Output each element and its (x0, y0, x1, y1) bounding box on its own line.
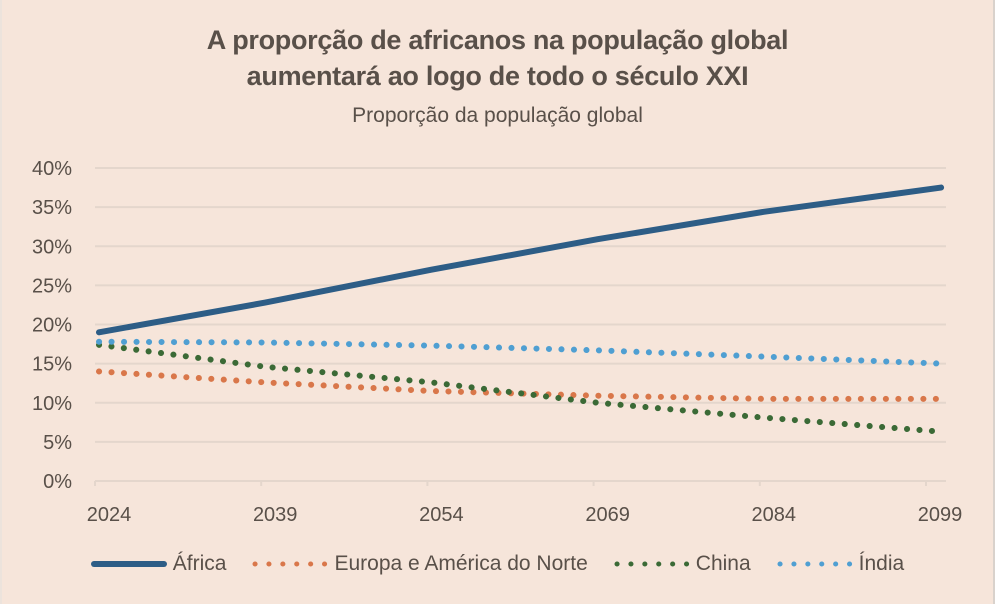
y-tick-label: 30% (32, 236, 72, 258)
x-tick-label: 2084 (752, 504, 797, 526)
chart-title-line-2: aumentará ao logo de todo o século XXI (246, 61, 749, 91)
legend: África Europa e América do Norte China Índi… (2, 552, 993, 576)
legend-swatch (777, 561, 853, 567)
series-line-india (96, 338, 945, 367)
y-tick-label: 0% (43, 471, 72, 493)
legend-item: China (614, 552, 751, 576)
y-tick-label: 15% (32, 354, 72, 376)
y-axis: 0% 5% 10% 15% 20% 25% 30% 35% 40% (32, 158, 72, 493)
x-tick-label: 2054 (419, 504, 464, 526)
legend-swatch (252, 561, 328, 567)
y-tick-label: 40% (32, 158, 72, 180)
legend-swatch (614, 561, 690, 567)
legend-swatch (90, 561, 167, 567)
y-tick-label: 5% (43, 432, 72, 454)
x-axis: 2024 2039 2054 2069 2084 2099 (87, 481, 963, 526)
legend-label: Europa e América do Norte (334, 552, 588, 575)
series-lines (96, 184, 945, 435)
legend-label: Índia (858, 552, 905, 575)
x-tick-label: 2024 (87, 504, 132, 526)
legend-item: Europa e América do Norte (252, 552, 588, 576)
series-line-europa-e-america-do-norte (96, 368, 945, 402)
gridlines (95, 167, 946, 482)
chart-title-line-1: A proporção de africanos na população gl… (206, 25, 789, 55)
x-tick-label: 2039 (253, 504, 298, 526)
y-tick-label: 20% (32, 315, 72, 337)
legend-label: África (172, 552, 227, 575)
legend-label: China (695, 552, 751, 575)
x-tick-label: 2099 (918, 504, 963, 526)
y-tick-label: 10% (32, 393, 72, 415)
x-tick-label: 2069 (585, 504, 630, 526)
legend-item: Índia (777, 552, 905, 576)
chart-title: A proporção de africanos na população gl… (2, 22, 993, 94)
y-tick-label: 35% (32, 197, 72, 219)
series-line-china (96, 341, 945, 435)
series-line-africa (96, 184, 945, 336)
chart-subtitle: Proporção da população global (352, 104, 643, 127)
legend-item: África (90, 552, 227, 576)
y-tick-label: 25% (32, 275, 72, 297)
